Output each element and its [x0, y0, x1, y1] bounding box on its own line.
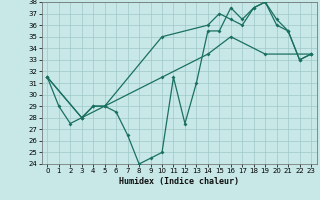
X-axis label: Humidex (Indice chaleur): Humidex (Indice chaleur) [119, 177, 239, 186]
